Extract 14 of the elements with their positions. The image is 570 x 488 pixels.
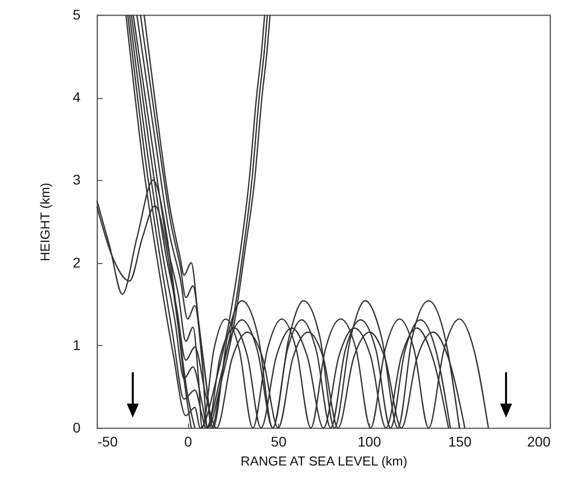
x-tick-label: 150 xyxy=(448,434,472,450)
y-axis-title: HEIGHT (km) xyxy=(38,182,53,262)
y-tick-label: 2 xyxy=(72,254,81,270)
x-tick-label: 200 xyxy=(527,434,551,450)
x-tick-label: 50 xyxy=(270,434,287,450)
y-tick-label: 3 xyxy=(72,172,81,188)
x-tick-label: 100 xyxy=(358,434,382,450)
y-tick-label: 0 xyxy=(72,420,81,436)
y-tick-label: 1 xyxy=(72,336,81,353)
y-tick-label: 5 xyxy=(72,6,81,22)
y-tick-label: 4 xyxy=(72,89,81,106)
x-tick-label: 0 xyxy=(184,434,192,450)
x-tick-label: -50 xyxy=(98,434,118,450)
x-axis-title: RANGE AT SEA LEVEL (km) xyxy=(240,454,408,468)
